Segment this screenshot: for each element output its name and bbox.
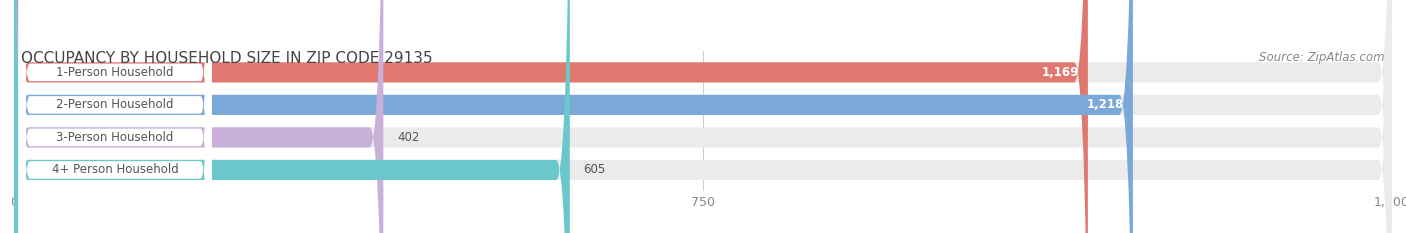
FancyBboxPatch shape <box>14 0 1088 233</box>
Text: Source: ZipAtlas.com: Source: ZipAtlas.com <box>1260 51 1385 64</box>
FancyBboxPatch shape <box>14 0 569 233</box>
FancyBboxPatch shape <box>14 0 384 233</box>
FancyBboxPatch shape <box>18 0 211 233</box>
Text: OCCUPANCY BY HOUSEHOLD SIZE IN ZIP CODE 29135: OCCUPANCY BY HOUSEHOLD SIZE IN ZIP CODE … <box>21 51 433 66</box>
FancyBboxPatch shape <box>14 0 1392 233</box>
FancyBboxPatch shape <box>14 0 1392 233</box>
FancyBboxPatch shape <box>18 0 211 233</box>
Text: 1-Person Household: 1-Person Household <box>56 66 174 79</box>
FancyBboxPatch shape <box>14 0 1392 233</box>
Text: 402: 402 <box>396 131 419 144</box>
Text: 4+ Person Household: 4+ Person Household <box>52 163 179 176</box>
FancyBboxPatch shape <box>14 0 1392 233</box>
Text: 605: 605 <box>583 163 606 176</box>
FancyBboxPatch shape <box>14 0 1133 233</box>
Text: 1,218: 1,218 <box>1087 98 1123 111</box>
Text: 3-Person Household: 3-Person Household <box>56 131 174 144</box>
FancyBboxPatch shape <box>18 0 211 233</box>
Text: 1,169: 1,169 <box>1042 66 1078 79</box>
Text: 2-Person Household: 2-Person Household <box>56 98 174 111</box>
FancyBboxPatch shape <box>18 0 211 233</box>
